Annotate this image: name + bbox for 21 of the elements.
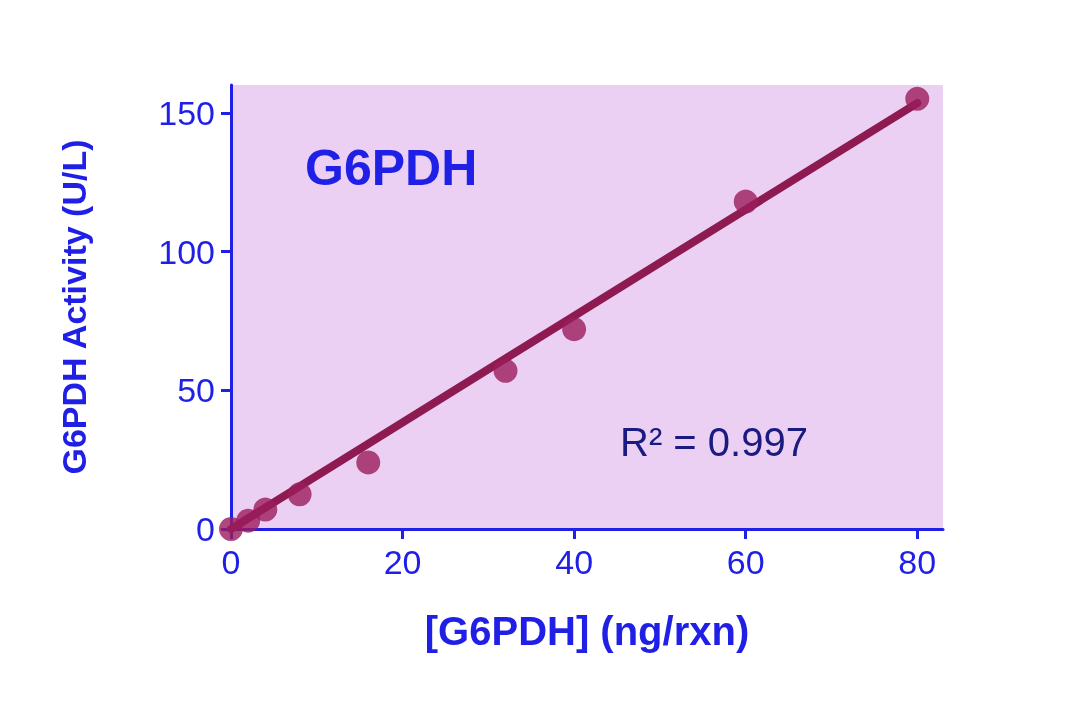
y-tick-label: 50 <box>177 371 215 410</box>
point <box>236 508 261 533</box>
point <box>733 189 758 214</box>
x-tick-label: 20 <box>383 543 422 581</box>
y-tick-label: 0 <box>196 510 215 548</box>
x-tick-label: 40 <box>555 543 594 581</box>
y-axis-title: G6PDH Activity (U/L) <box>55 139 93 475</box>
annotation: R² = 0.997 <box>620 420 808 464</box>
x-tick-label: 80 <box>898 543 937 581</box>
point <box>905 86 930 111</box>
point <box>562 317 587 342</box>
point <box>356 450 381 475</box>
y-tick-label: 150 <box>158 93 215 132</box>
text: G6PDH <box>305 140 478 196</box>
point <box>287 482 312 507</box>
x-tick-label: 0 <box>221 543 241 581</box>
y-tick-label: 100 <box>158 232 215 271</box>
x-tick-label: 60 <box>726 543 765 581</box>
point <box>253 497 278 522</box>
x-axis-title: [G6PDH] (ng/rxn) <box>424 609 750 653</box>
point <box>493 358 518 383</box>
